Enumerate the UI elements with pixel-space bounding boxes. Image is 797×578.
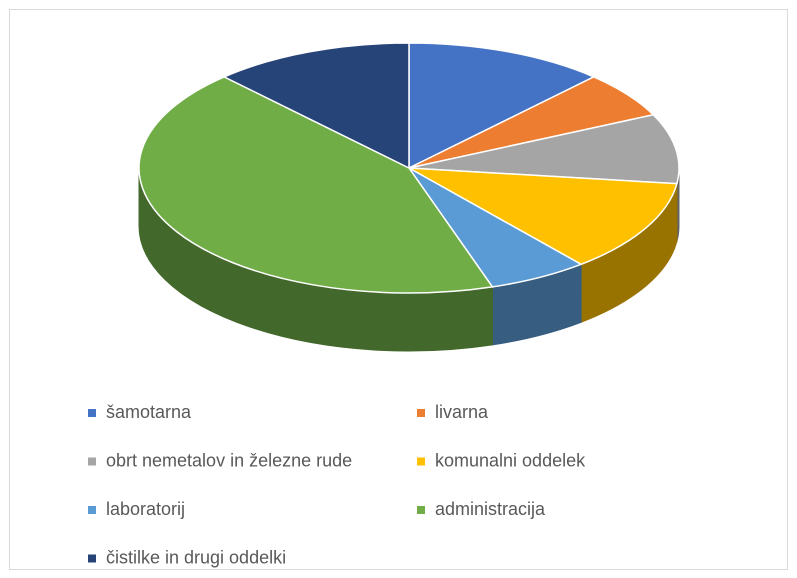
legend-swatch [88,554,96,563]
legend-swatch [88,409,96,417]
pie-slice [408,113,680,185]
pie-slice [408,42,596,170]
legend-label: šamotarna [106,402,192,422]
legend-label: livarna [435,402,489,422]
legend-label: komunalni oddelek [435,450,586,470]
legend-label: čistilke in drugi oddelki [106,547,286,567]
pie-slice [408,167,678,266]
legend-label: obrt nemetalov in železne rude [106,450,352,470]
pie-slice [138,76,494,294]
legend-swatch [417,457,425,466]
legend-label: administracija [435,499,546,519]
pie-slice [222,42,410,170]
legend-swatch [88,457,96,466]
legend-swatch [417,409,425,417]
legend-swatch [88,506,96,514]
legend-swatch [417,506,425,514]
legend-label: laboratorij [106,499,185,519]
